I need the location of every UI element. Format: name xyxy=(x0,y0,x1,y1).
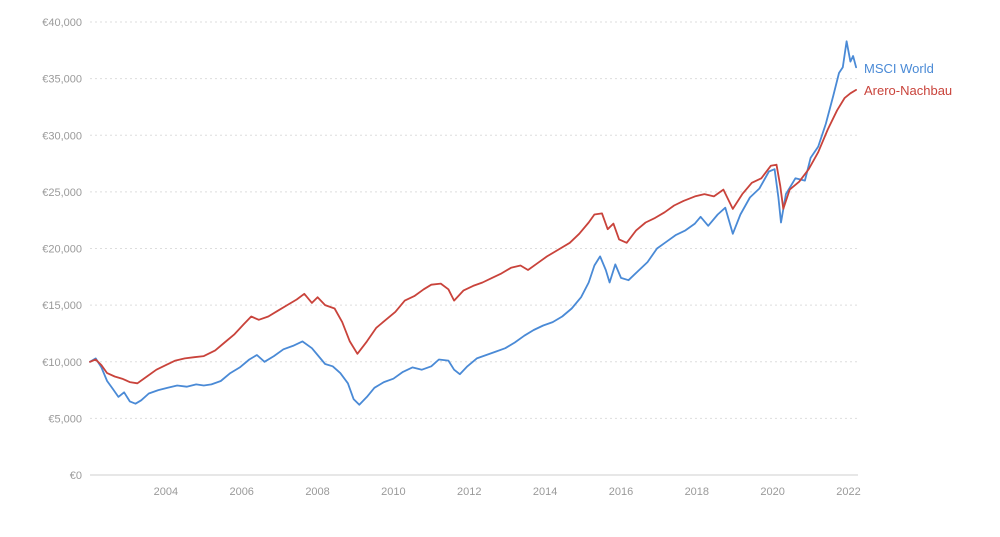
y-tick-label: €5,000 xyxy=(48,413,82,425)
x-axis-tick-labels: 2004 2006 2008 2010 2012 2014 2016 2018 2020 2022 xyxy=(154,486,861,498)
y-tick-label: €0 xyxy=(70,470,82,482)
x-tick-label: 2008 xyxy=(305,486,329,498)
legend-label-msci-world: MSCI World xyxy=(864,61,934,76)
y-axis-tick-labels: €0 €5,000 €10,000 €15,000 €20,000 €25,000 €30,… xyxy=(42,17,82,482)
x-tick-label: 2016 xyxy=(609,486,633,498)
grid-lines xyxy=(90,21,858,419)
y-tick-label: €25,000 xyxy=(42,187,82,199)
series-line-arero-nachbau xyxy=(89,89,857,385)
y-tick-label: €30,000 xyxy=(42,130,82,142)
x-tick-label: 2012 xyxy=(457,486,481,498)
y-tick-label: €20,000 xyxy=(42,244,82,256)
x-tick-label: 2014 xyxy=(533,486,557,498)
legend: MSCI World Arero-Nachbau xyxy=(864,61,952,98)
y-tick-label: €10,000 xyxy=(42,357,82,369)
x-tick-label: 2018 xyxy=(685,486,709,498)
legend-label-arero-nachbau: Arero-Nachbau xyxy=(864,83,952,98)
y-tick-label: €35,000 xyxy=(42,74,82,86)
x-tick-label: 2020 xyxy=(760,486,784,498)
x-tick-label: 2004 xyxy=(154,486,178,498)
x-tick-label: 2006 xyxy=(229,486,253,498)
series-lines xyxy=(89,40,857,406)
y-tick-label: €15,000 xyxy=(42,300,82,312)
x-tick-label: 2022 xyxy=(836,486,860,498)
series-line-msci-world xyxy=(89,40,857,406)
x-tick-label: 2010 xyxy=(381,486,405,498)
y-tick-label: €40,000 xyxy=(42,17,82,29)
